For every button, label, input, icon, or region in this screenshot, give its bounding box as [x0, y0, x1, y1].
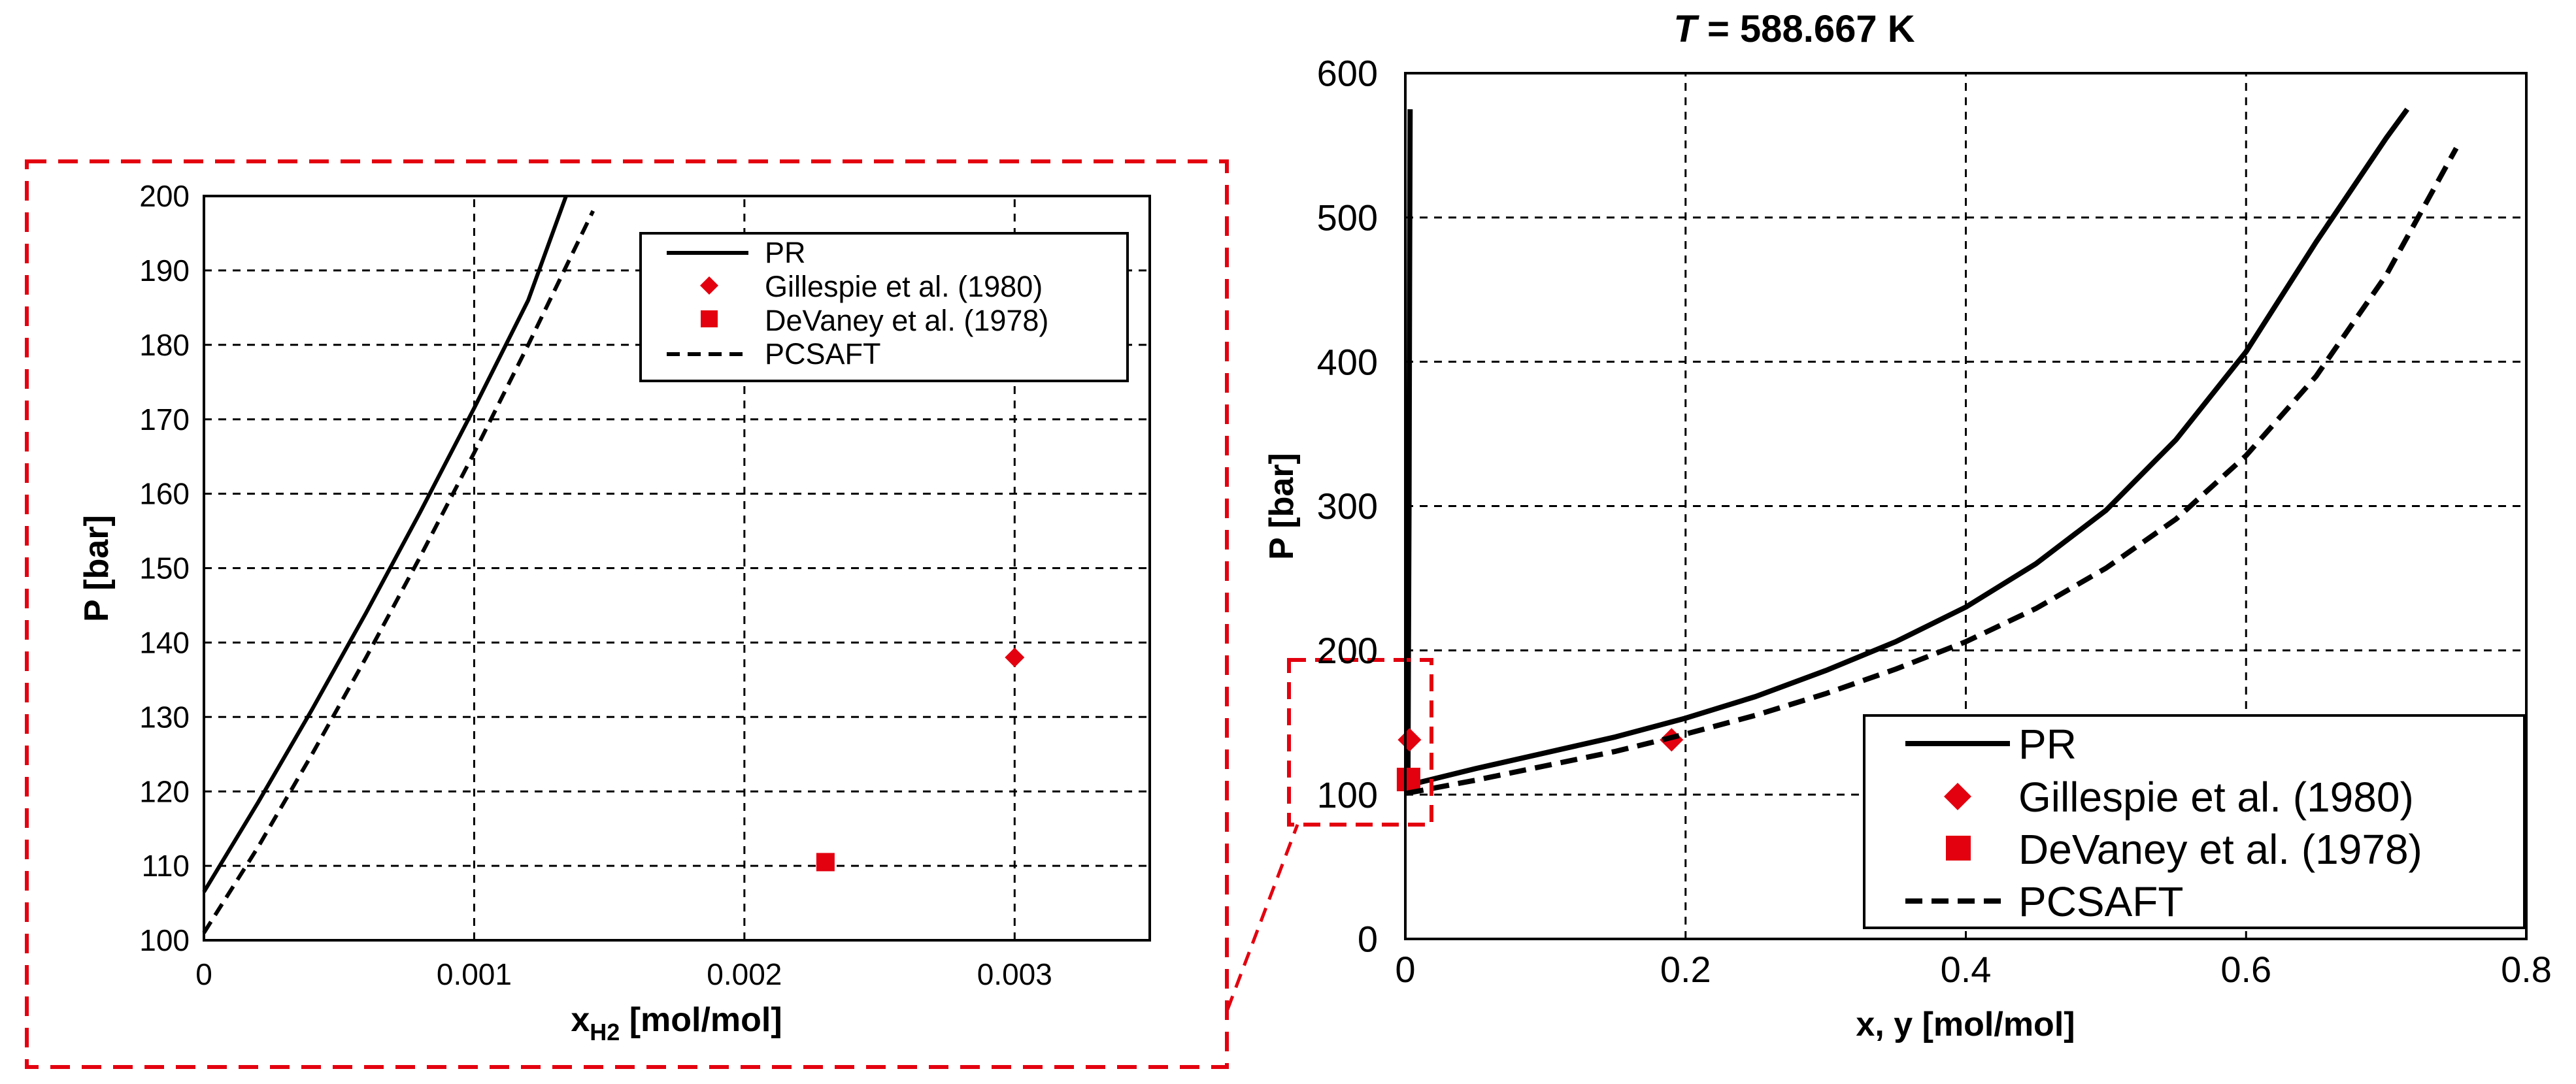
inset-y-tick-label: 120: [139, 774, 190, 808]
inset-y-tick-label: 200: [139, 179, 190, 213]
inset-x-axis-label-subscript: H2: [590, 1019, 620, 1045]
main-y-tick-label: 400: [1317, 341, 1378, 382]
main-y-tick-label: 100: [1317, 774, 1378, 815]
inset-y-tick-label: 100: [139, 923, 190, 957]
main-tick-labels: 0 0.2 0.4 0.6 0.8 0 100 200 300 400 500 600: [1317, 53, 2552, 990]
inset-series-gillespie-et-al-1980-point: [1005, 648, 1025, 668]
main-legend-gillespie-label: Gillespie et al. (1980): [2018, 774, 2414, 821]
inset-y-tick-label: 140: [139, 626, 190, 660]
main-legend: PR Gillespie et al. (1980) DeVaney et al…: [1863, 714, 2526, 929]
inset-x-axis-label-unit: [mol/mol]: [620, 1001, 782, 1039]
main-chart-title: T = 588.667 K: [1673, 8, 1915, 50]
main-series-pcsaft-line: [1406, 146, 2459, 796]
main-y-tick-label: 600: [1317, 53, 1378, 94]
inset-tick-labels: 0 0.001 0.002 0.003 100 110 120 130 140 150 160 170…: [139, 179, 1052, 991]
main-legend-gillespie-marker: [1944, 783, 1971, 810]
inset-legend-gillespie-marker: [700, 276, 718, 295]
inset-series-devaney-et-al-1978-point: [816, 853, 835, 872]
main-y-tick-label: 200: [1317, 630, 1378, 671]
inset-x-axis-label-main: x: [571, 1001, 590, 1039]
inset-legend-box: [639, 232, 1129, 382]
main-plot-frame: [1404, 72, 2528, 940]
zoom-connector-line: [1226, 824, 1299, 1010]
main-y-tick-label: 300: [1317, 485, 1378, 527]
inset-x-tick-label: 0.002: [707, 957, 782, 991]
inset-y-tick-label: 170: [139, 402, 190, 436]
main-series-gillespie-et-al-1980-point: [1397, 728, 1422, 752]
main-x-tick-label: 0.6: [2220, 949, 2271, 990]
inset-legend-devaney-marker: [701, 310, 718, 327]
inset-series: [202, 195, 1025, 934]
main-series: [1396, 107, 2459, 796]
inset-legend: PR Gillespie et al. (1980) DeVaney et al…: [639, 232, 1129, 382]
zoom-region-box: [1287, 658, 1433, 827]
inset-y-tick-label: 160: [139, 477, 190, 511]
inset-series-pr-line: [202, 195, 568, 893]
main-legend-box: [1863, 714, 2526, 929]
main-y-tick-label: 500: [1317, 197, 1378, 238]
main-title-rest: = 588.667 K: [1697, 8, 1915, 50]
inset-y-tick-label: 110: [142, 849, 190, 883]
inset-y-tick-label: 190: [139, 254, 190, 287]
inset-plot-frame: [203, 195, 1151, 942]
main-x-tick-label: 0: [1395, 949, 1415, 990]
main-series-pr-line: [1405, 109, 1413, 785]
inset-x-tick-label: 0.003: [977, 957, 1052, 991]
inset-legend-pr-label: PR: [765, 236, 806, 269]
inset-y-tick-label: 130: [139, 700, 190, 734]
inset-x-axis-label: xH2 [mol/mol]: [571, 1001, 782, 1045]
zoom-outline-box: [25, 159, 1229, 1069]
inset-series-pcsaft-line: [202, 210, 595, 934]
main-series-devaney-et-al-1978-point: [1396, 767, 1420, 791]
main-panel: T = 588.667 K 0 0.2 0.4 0.6 0.8 0 100 200 300 400…: [1263, 8, 2552, 1043]
main-x-tick-label: 0.8: [2501, 949, 2552, 990]
inset-y-tick-label: 150: [139, 551, 190, 585]
main-legend-pcsaft-label: PCSAFT: [2018, 878, 2183, 925]
inset-legend-devaney-label: DeVaney et al. (1978): [765, 304, 1048, 337]
main-legend-devaney-marker: [1946, 836, 1971, 861]
main-x-tick-label: 0.4: [1941, 949, 1992, 990]
main-y-tick-label: 0: [1358, 919, 1378, 960]
main-x-tick-label: 0.2: [1660, 949, 1711, 990]
inset-x-tick-label: 0: [195, 957, 212, 991]
inset-x-tick-label: 0.001: [437, 957, 512, 991]
main-x-axis-label: x, y [mol/mol]: [1856, 1006, 2075, 1043]
inset-y-tick-label: 180: [139, 328, 190, 362]
inset-legend-gillespie-label: Gillespie et al. (1980): [765, 270, 1043, 303]
main-title-italic-t: T: [1673, 8, 1699, 50]
inset-legend-pcsaft-label: PCSAFT: [765, 337, 881, 370]
main-series-pr-line: [1407, 107, 2410, 788]
main-legend-devaney-label: DeVaney et al. (1978): [2018, 826, 2422, 873]
main-legend-pr-label: PR: [2018, 721, 2077, 768]
inset-panel: 0 0.001 0.002 0.003 100 110 120 130 140 150 160 170…: [25, 159, 1229, 1069]
main-y-axis-label: P [bar]: [1263, 453, 1301, 560]
inset-y-axis-label: P [bar]: [78, 515, 116, 622]
